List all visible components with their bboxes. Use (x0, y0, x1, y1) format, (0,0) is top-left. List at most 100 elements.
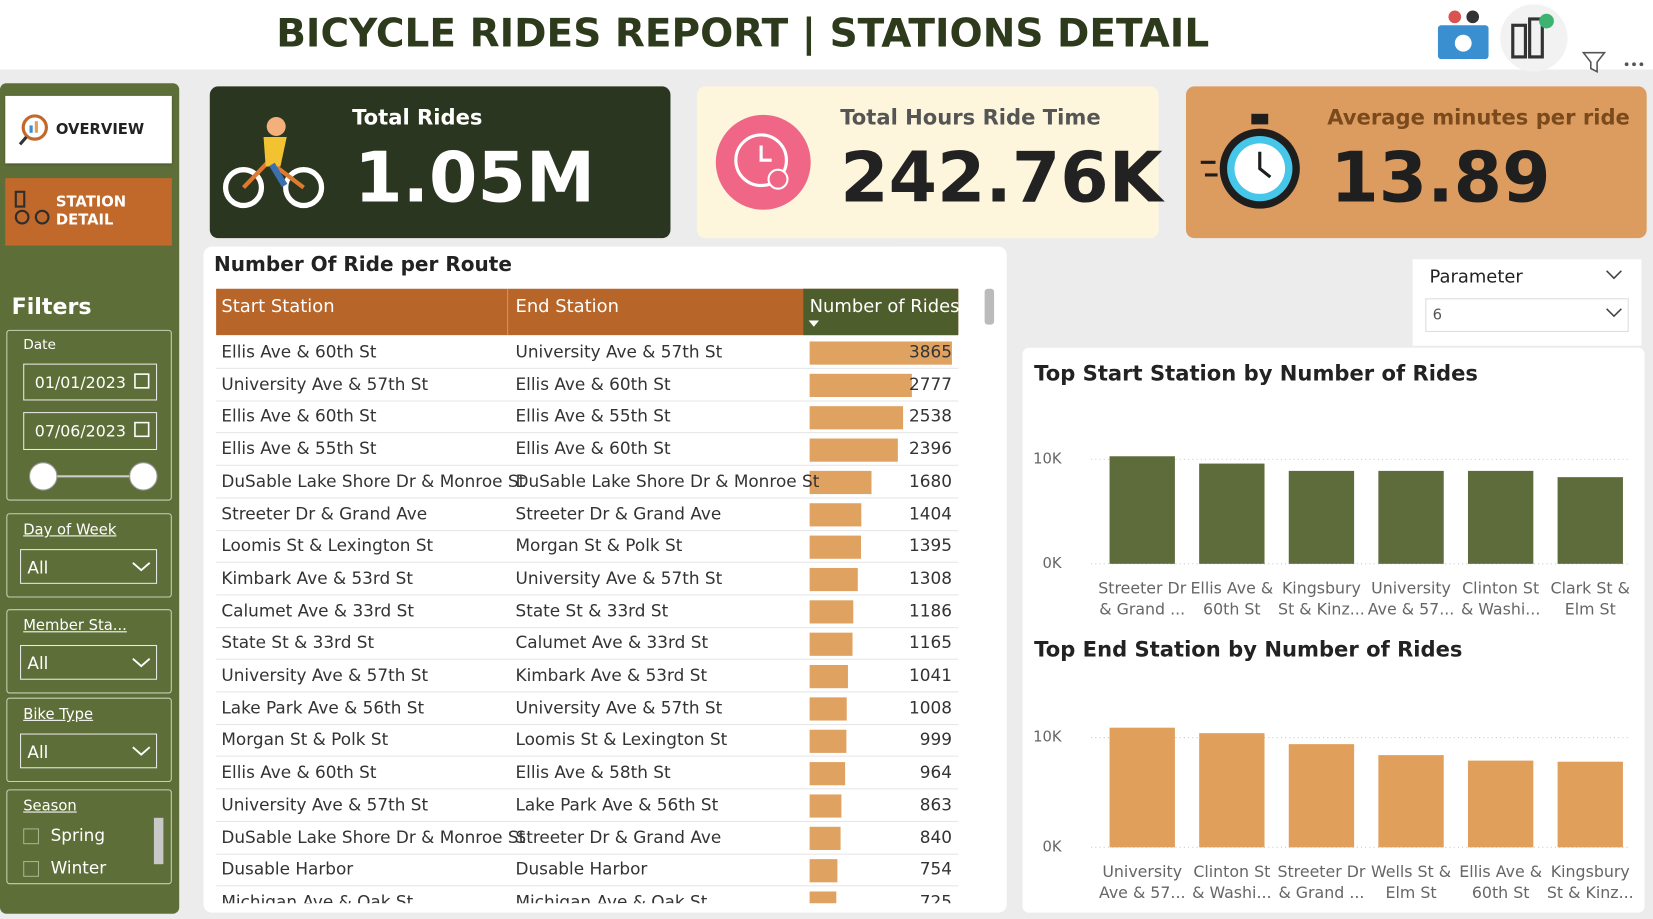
table-bar (809, 470, 872, 495)
station-icon (14, 190, 50, 225)
checkbox[interactable] (23, 828, 40, 845)
ride-count: 1186 (909, 600, 952, 621)
ride-count: 964 (919, 762, 952, 783)
overview-icon (18, 114, 48, 146)
dropdown-value: All (27, 741, 49, 762)
scrollbar[interactable] (153, 817, 164, 865)
kpi-value: 1.05M (354, 137, 596, 219)
bar (1378, 755, 1444, 848)
x-tick-label: Wells St & Elm St (1371, 862, 1452, 903)
table-bar (809, 406, 904, 430)
y-tick-label: 10K (1033, 450, 1062, 467)
x-tick-label: Kingsbury St & Kinz... (1546, 862, 1634, 903)
date-input[interactable] (23, 363, 158, 401)
dropdown-filter (6, 609, 172, 694)
ride-count: 863 (919, 794, 952, 815)
start-station: University Ave & 57th St (221, 373, 429, 394)
more-icon[interactable] (1639, 62, 1644, 67)
chevron (132, 657, 151, 668)
more-icon[interactable] (1632, 62, 1636, 67)
row-divider (216, 788, 959, 790)
ride-count: 754 (919, 859, 952, 880)
table-bars (809, 341, 952, 904)
checkbox[interactable] (23, 861, 40, 877)
x-tick-label: University Ave & 57... (1098, 862, 1186, 903)
end-station: Kimbark Ave & 53rd St (515, 665, 708, 686)
parameter-select[interactable] (1425, 298, 1629, 332)
start-station: Ellis Ave & 60th St (221, 762, 377, 783)
table-bar (809, 762, 846, 786)
x-tick-label: University Ave & 57... (1367, 578, 1455, 619)
ride-count: 725 (919, 891, 952, 904)
more-icon[interactable] (1624, 62, 1629, 67)
row-divider (216, 561, 959, 563)
page-title: BICYCLE RIDES REPORT | STATIONS DETAIL (276, 10, 1210, 56)
row-divider (216, 691, 959, 693)
date-filter (6, 329, 172, 501)
bar (1288, 744, 1355, 848)
end-station: Dusable Harbor (515, 859, 648, 880)
end-station: Lake Park Ave & 56th St (515, 794, 719, 815)
info-icon (1448, 10, 1462, 24)
row-divider (216, 400, 959, 402)
dropdown-select[interactable] (20, 644, 158, 680)
bar (1199, 733, 1265, 848)
bar (1199, 463, 1265, 564)
filter-label: Member Sta... (23, 617, 127, 635)
date-slider[interactable] (26, 460, 163, 494)
x-tick-label: Streeter Dr & Grand ... (1277, 862, 1366, 903)
end-station: Ellis Ave & 60th St (515, 438, 671, 459)
bar (1109, 456, 1175, 564)
chart-title: Top End Station by Number of Rides (1034, 636, 1463, 662)
ride-count: 840 (919, 826, 952, 847)
row-divider (216, 626, 959, 628)
nav-label: STATION DETAIL (55, 193, 127, 229)
start-station: Calumet Ave & 33rd St (221, 600, 414, 621)
start-station: Dusable Harbor (221, 859, 354, 880)
dropdown-select[interactable] (20, 549, 158, 584)
ride-count: 1395 (909, 535, 952, 556)
header-bar (0, 0, 1653, 70)
row-divider (216, 820, 959, 822)
table-bar (809, 632, 853, 656)
table-bar (809, 859, 838, 883)
nav-station-detail[interactable] (5, 178, 172, 246)
chevron (132, 657, 151, 668)
start-station: Loomis St & Lexington St (221, 535, 434, 556)
dropdown-value: All (27, 557, 49, 578)
sorted-header[interactable] (803, 288, 959, 336)
scrollbar[interactable] (984, 288, 995, 325)
date-end: 07/06/2023 (34, 421, 126, 441)
nav-icon (1539, 13, 1554, 29)
end-station: State St & 33rd St (515, 600, 669, 621)
x-tick-label: Clark St & Elm St (1550, 578, 1630, 619)
end-station: University Ave & 57th St (515, 341, 723, 362)
kpi-value: 13.89 (1330, 137, 1551, 219)
table-bar (809, 826, 841, 850)
info-icon (1454, 34, 1472, 52)
nav-overview[interactable] (5, 95, 172, 164)
filter-icon[interactable] (1581, 51, 1607, 73)
ride-count: 2396 (909, 438, 952, 459)
sort-arrow (808, 320, 820, 327)
table-bar (809, 729, 847, 753)
ride-count: 1404 (909, 503, 952, 524)
bar (1109, 727, 1175, 848)
end-station: University Ave & 57th St (515, 697, 723, 718)
date-input[interactable] (23, 412, 158, 451)
start-station: DuSable Lake Shore Dr & Monroe St (221, 470, 526, 491)
table-bar (809, 341, 952, 365)
kpi-label: Average minutes per ride (1327, 104, 1630, 130)
row-divider (216, 885, 959, 887)
ride-count: 999 (919, 729, 952, 750)
bar (1557, 477, 1623, 564)
dropdown-select[interactable] (20, 733, 158, 769)
start-station: Michigan Ave & Oak St (221, 891, 414, 904)
x-tick-label: Kingsbury St & Kinz... (1278, 578, 1365, 619)
filter-label: Season (23, 797, 77, 815)
y-tick-label: 10K (1033, 729, 1062, 746)
start-station: University Ave & 57th St (221, 665, 429, 686)
table-bar (809, 891, 837, 904)
ride-count: 2538 (909, 406, 952, 427)
table-title: Number Of Ride per Route (214, 252, 512, 277)
